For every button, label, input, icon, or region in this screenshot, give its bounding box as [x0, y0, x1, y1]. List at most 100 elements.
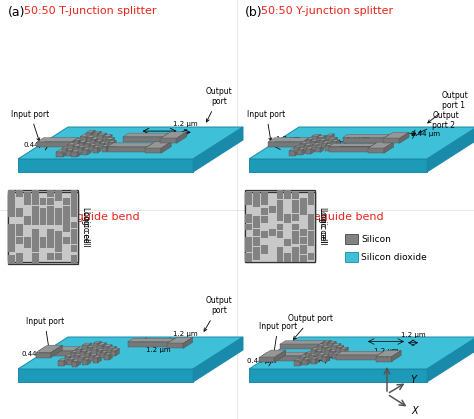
Bar — [71, 231, 78, 238]
Bar — [71, 257, 78, 264]
Bar — [9, 224, 15, 230]
Polygon shape — [56, 152, 63, 157]
Polygon shape — [325, 350, 330, 355]
Polygon shape — [86, 133, 91, 138]
Bar — [71, 210, 78, 217]
Bar — [24, 198, 31, 205]
Polygon shape — [71, 152, 77, 157]
Bar — [292, 224, 299, 230]
Polygon shape — [71, 149, 74, 156]
Polygon shape — [71, 150, 81, 152]
Bar — [269, 229, 275, 236]
Text: Silicon: Silicon — [361, 235, 391, 243]
Bar — [32, 257, 38, 264]
Polygon shape — [111, 137, 115, 145]
Polygon shape — [310, 147, 315, 154]
Polygon shape — [294, 361, 300, 366]
Polygon shape — [304, 355, 308, 362]
Bar — [277, 231, 283, 238]
Polygon shape — [73, 144, 83, 147]
Polygon shape — [87, 358, 91, 365]
Polygon shape — [67, 145, 74, 150]
Bar — [292, 255, 299, 261]
Polygon shape — [328, 341, 336, 344]
Text: Y: Y — [410, 375, 416, 385]
Polygon shape — [334, 137, 337, 144]
Text: 50:50 Y-junction splitter: 50:50 Y-junction splitter — [261, 6, 393, 16]
Bar — [24, 194, 31, 201]
Bar — [308, 222, 315, 228]
Polygon shape — [80, 352, 85, 357]
Polygon shape — [105, 137, 115, 140]
Polygon shape — [317, 352, 327, 355]
Polygon shape — [300, 141, 310, 144]
Bar — [253, 216, 260, 222]
Polygon shape — [341, 346, 344, 353]
Bar — [308, 239, 315, 246]
Bar — [71, 202, 78, 209]
Polygon shape — [329, 352, 334, 357]
Polygon shape — [79, 144, 83, 152]
Bar — [32, 218, 38, 225]
Polygon shape — [268, 137, 310, 142]
Text: Output
port 1: Output port 1 — [428, 91, 469, 123]
Text: Output port: Output port — [289, 314, 334, 339]
Polygon shape — [123, 133, 169, 137]
Polygon shape — [92, 148, 98, 153]
Polygon shape — [99, 144, 104, 149]
Text: Input port: Input port — [11, 110, 50, 141]
Bar — [300, 200, 307, 207]
Bar — [253, 237, 260, 244]
Bar — [9, 192, 15, 199]
Bar — [32, 239, 38, 246]
Bar — [261, 192, 268, 199]
Bar — [277, 191, 283, 197]
Polygon shape — [79, 142, 84, 147]
Text: 1.2 μm: 1.2 μm — [173, 122, 198, 127]
Polygon shape — [315, 147, 320, 153]
Bar — [71, 191, 78, 197]
Polygon shape — [310, 139, 319, 142]
Bar — [300, 255, 307, 261]
Polygon shape — [170, 338, 175, 347]
Polygon shape — [306, 137, 315, 140]
Polygon shape — [82, 150, 87, 155]
Polygon shape — [315, 354, 318, 361]
Polygon shape — [82, 147, 91, 150]
Polygon shape — [18, 127, 243, 159]
Bar — [24, 218, 31, 225]
Polygon shape — [384, 142, 393, 153]
Bar — [24, 241, 31, 248]
Bar — [9, 210, 15, 217]
Bar — [246, 198, 252, 205]
Polygon shape — [58, 358, 68, 361]
Polygon shape — [193, 337, 243, 382]
Polygon shape — [123, 137, 163, 142]
Polygon shape — [38, 351, 73, 356]
Polygon shape — [327, 141, 330, 148]
Polygon shape — [74, 354, 83, 356]
Bar — [24, 239, 31, 246]
Bar — [63, 210, 70, 217]
Bar — [261, 247, 268, 254]
Bar — [284, 191, 291, 197]
Bar — [40, 210, 46, 217]
Polygon shape — [332, 354, 337, 359]
Polygon shape — [309, 354, 318, 356]
Text: 0.44 μm: 0.44 μm — [247, 357, 276, 364]
Polygon shape — [368, 142, 393, 148]
Bar — [246, 192, 252, 199]
Bar — [32, 253, 38, 259]
Polygon shape — [327, 354, 330, 362]
Polygon shape — [74, 356, 80, 361]
Polygon shape — [147, 143, 153, 152]
Bar — [277, 231, 283, 238]
Polygon shape — [70, 354, 73, 362]
Polygon shape — [89, 356, 95, 361]
Bar — [253, 239, 260, 246]
Bar — [300, 208, 307, 215]
Polygon shape — [87, 134, 91, 142]
Polygon shape — [336, 351, 384, 355]
Polygon shape — [337, 352, 341, 359]
Bar — [253, 198, 260, 205]
